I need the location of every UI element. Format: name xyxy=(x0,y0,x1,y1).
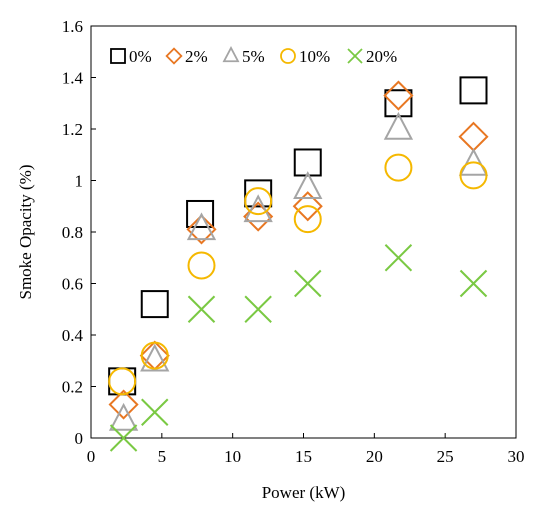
data-point-circle xyxy=(244,187,273,216)
y-tick-label: 1.4 xyxy=(62,69,84,88)
legend-item: 20% xyxy=(347,47,397,66)
y-tick-label: 0.4 xyxy=(62,326,84,345)
data-point-square xyxy=(186,199,215,228)
data-point-circle xyxy=(384,153,413,182)
x-tick-label: 30 xyxy=(508,447,525,466)
data-point-x xyxy=(244,295,272,323)
data-point-x xyxy=(109,424,138,452)
y-axis-label: Smoke Opacity (%) xyxy=(16,164,35,299)
x-axis: 0 5 10 15 20 25 30 xyxy=(87,433,525,466)
x-tick-label: 5 xyxy=(158,447,167,466)
x-tick-label: 0 xyxy=(87,447,96,466)
data-point-diamond xyxy=(108,389,139,420)
x-tick-label: 25 xyxy=(437,447,454,466)
legend-item: 10% xyxy=(280,47,330,66)
data-point-square xyxy=(244,179,273,208)
legend-marker-x xyxy=(347,48,363,64)
data-point-x xyxy=(459,269,488,298)
y-axis: 0 0.2 0.4 0.6 0.8 1 1.2 1.4 1.6 xyxy=(62,17,96,448)
x-tick-label: 10 xyxy=(224,447,241,466)
legend-marker-square xyxy=(110,48,126,64)
legend: 0% 2% 5% 10% 20% xyxy=(110,46,397,66)
legend-label: 20% xyxy=(366,47,397,66)
y-tick-label: 0.6 xyxy=(62,275,83,294)
data-point-circle xyxy=(140,341,169,370)
data-point-triangle xyxy=(458,147,489,176)
legend-label: 0% xyxy=(129,47,152,66)
data-point-triangle xyxy=(243,194,273,223)
data-point-triangle xyxy=(186,212,217,241)
legend-item: 2% xyxy=(165,47,208,66)
y-tick-label: 1.6 xyxy=(62,17,83,36)
data-point-circle xyxy=(108,367,137,396)
data-point-circle xyxy=(459,161,488,190)
legend-item: 0% xyxy=(110,47,152,66)
data-point-triangle xyxy=(108,402,139,431)
data-point-diamond xyxy=(292,191,323,222)
x-axis-label: Power (kW) xyxy=(262,483,346,502)
y-tick-label: 0.2 xyxy=(62,378,83,397)
x-tick-label: 20 xyxy=(366,447,383,466)
data-point-square xyxy=(459,76,488,105)
legend-label: 10% xyxy=(299,47,330,66)
data-markers xyxy=(108,76,489,452)
data-point-diamond xyxy=(383,80,414,111)
data-point-x xyxy=(187,295,216,323)
y-tick-label: 1.2 xyxy=(62,120,83,139)
data-point-triangle xyxy=(140,343,170,372)
data-point-triangle xyxy=(293,171,323,199)
data-point-circle xyxy=(187,251,216,280)
data-point-triangle xyxy=(383,111,414,140)
y-tick-label: 1 xyxy=(75,172,84,191)
data-point-diamond xyxy=(458,121,489,152)
data-point-square xyxy=(140,290,169,319)
legend-item: 5% xyxy=(222,46,265,66)
legend-marker-triangle xyxy=(222,46,240,63)
data-point-square xyxy=(293,148,322,177)
data-point-x xyxy=(141,398,169,426)
data-point-x xyxy=(294,269,322,298)
legend-label: 5% xyxy=(242,47,265,66)
data-point-x xyxy=(384,244,413,272)
data-point-diamond xyxy=(186,214,217,245)
data-point-circle xyxy=(293,205,322,234)
legend-marker-circle xyxy=(280,48,296,64)
data-point-square xyxy=(384,89,413,118)
legend-marker-diamond xyxy=(165,47,183,65)
y-tick-label: 0 xyxy=(75,429,84,448)
legend-label: 2% xyxy=(185,47,208,66)
y-tick-label: 0.8 xyxy=(62,223,83,242)
x-tick-label: 15 xyxy=(295,447,312,466)
